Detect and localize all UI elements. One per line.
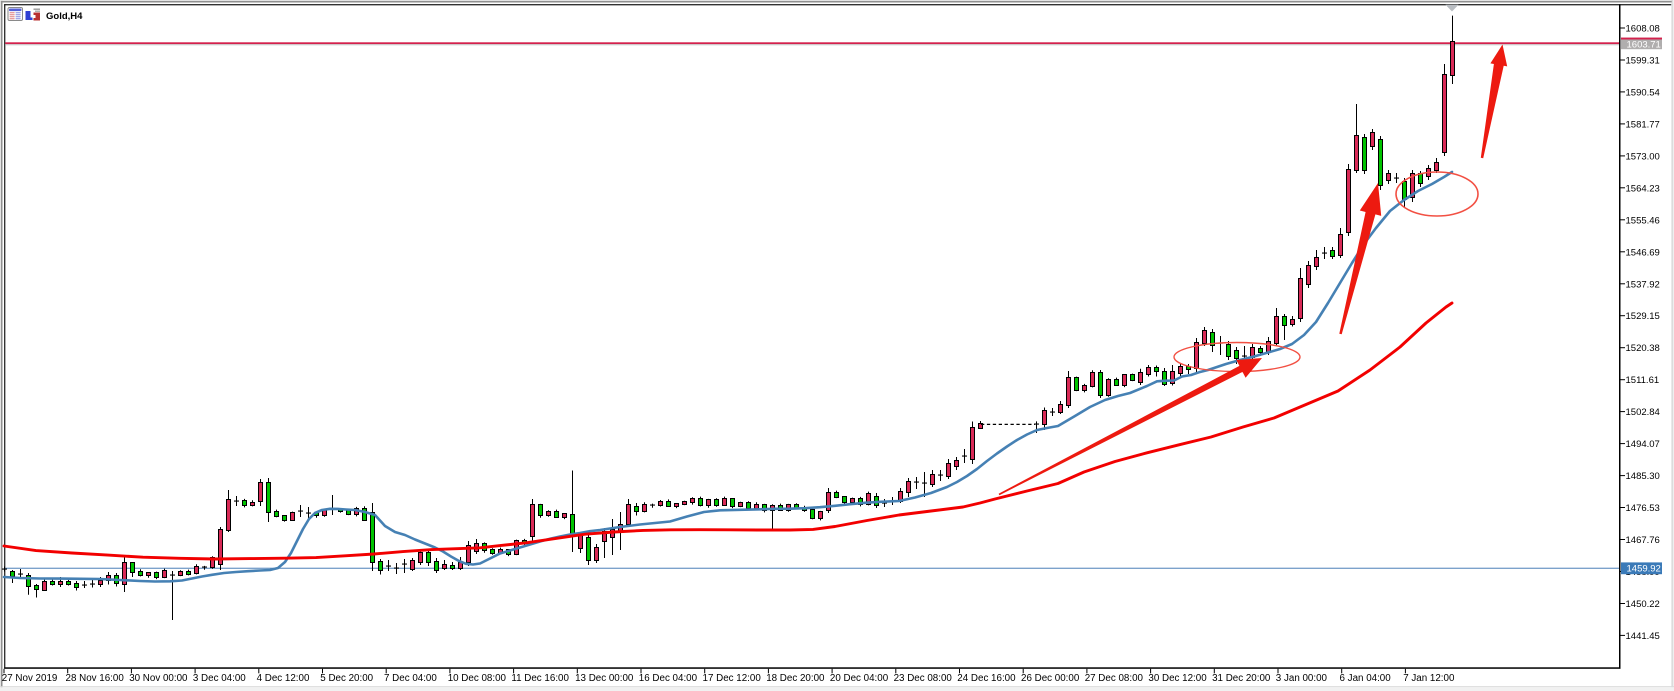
svg-text:1520.38: 1520.38 bbox=[1626, 343, 1660, 354]
svg-text:1555.46: 1555.46 bbox=[1626, 215, 1660, 226]
svg-text:1581.77: 1581.77 bbox=[1626, 119, 1660, 130]
svg-text:1573.00: 1573.00 bbox=[1626, 151, 1660, 162]
svg-text:24 Dec 16:00: 24 Dec 16:00 bbox=[957, 673, 1016, 684]
svg-text:1608.08: 1608.08 bbox=[1626, 24, 1660, 35]
svg-text:1494.07: 1494.07 bbox=[1626, 439, 1660, 450]
svg-text:31 Dec 20:00: 31 Dec 20:00 bbox=[1212, 673, 1271, 684]
svg-text:23 Dec 08:00: 23 Dec 08:00 bbox=[894, 673, 953, 684]
svg-text:20 Dec 04:00: 20 Dec 04:00 bbox=[830, 673, 889, 684]
svg-text:28 Nov 16:00: 28 Nov 16:00 bbox=[66, 673, 125, 684]
svg-text:26 Dec 00:00: 26 Dec 00:00 bbox=[1021, 673, 1080, 684]
svg-text:Gold,H4: Gold,H4 bbox=[46, 11, 83, 22]
svg-text:30 Nov 00:00: 30 Nov 00:00 bbox=[129, 673, 188, 684]
svg-text:1603.71: 1603.71 bbox=[1627, 39, 1661, 50]
svg-text:1485.30: 1485.30 bbox=[1626, 471, 1660, 482]
svg-text:11 Dec 16:00: 11 Dec 16:00 bbox=[511, 673, 569, 684]
svg-text:6 Jan 04:00: 6 Jan 04:00 bbox=[1340, 673, 1392, 684]
svg-text:1476.53: 1476.53 bbox=[1626, 503, 1660, 514]
svg-text:16 Dec 04:00: 16 Dec 04:00 bbox=[639, 673, 698, 684]
svg-text:10 Dec 08:00: 10 Dec 08:00 bbox=[448, 673, 507, 684]
svg-text:17 Dec 12:00: 17 Dec 12:00 bbox=[703, 673, 762, 684]
svg-text:7 Jan 12:00: 7 Jan 12:00 bbox=[1403, 673, 1455, 684]
svg-text:7 Dec 04:00: 7 Dec 04:00 bbox=[384, 673, 437, 684]
svg-text:30 Dec 12:00: 30 Dec 12:00 bbox=[1148, 673, 1207, 684]
svg-text:3 Dec 04:00: 3 Dec 04:00 bbox=[193, 673, 246, 684]
svg-text:1537.92: 1537.92 bbox=[1626, 279, 1660, 290]
svg-text:3 Jan 00:00: 3 Jan 00:00 bbox=[1276, 673, 1328, 684]
svg-text:5 Dec 20:00: 5 Dec 20:00 bbox=[320, 673, 373, 684]
svg-text:27 Nov 2019: 27 Nov 2019 bbox=[2, 673, 58, 684]
svg-text:1529.15: 1529.15 bbox=[1626, 311, 1660, 322]
svg-text:1450.22: 1450.22 bbox=[1626, 599, 1660, 610]
svg-text:1546.69: 1546.69 bbox=[1626, 247, 1660, 258]
svg-text:1564.23: 1564.23 bbox=[1626, 183, 1660, 194]
svg-text:1599.31: 1599.31 bbox=[1626, 56, 1660, 67]
svg-text:1467.76: 1467.76 bbox=[1626, 535, 1660, 546]
svg-text:1441.45: 1441.45 bbox=[1626, 631, 1660, 642]
svg-text:13 Dec 00:00: 13 Dec 00:00 bbox=[575, 673, 634, 684]
svg-text:1502.84: 1502.84 bbox=[1626, 407, 1660, 418]
svg-text:4 Dec 12:00: 4 Dec 12:00 bbox=[257, 673, 310, 684]
svg-text:1511.61: 1511.61 bbox=[1626, 375, 1660, 386]
svg-text:27 Dec 08:00: 27 Dec 08:00 bbox=[1085, 673, 1144, 684]
svg-text:18 Dec 20:00: 18 Dec 20:00 bbox=[766, 673, 825, 684]
svg-text:1459.92: 1459.92 bbox=[1627, 564, 1661, 575]
svg-text:1590.54: 1590.54 bbox=[1626, 87, 1660, 98]
